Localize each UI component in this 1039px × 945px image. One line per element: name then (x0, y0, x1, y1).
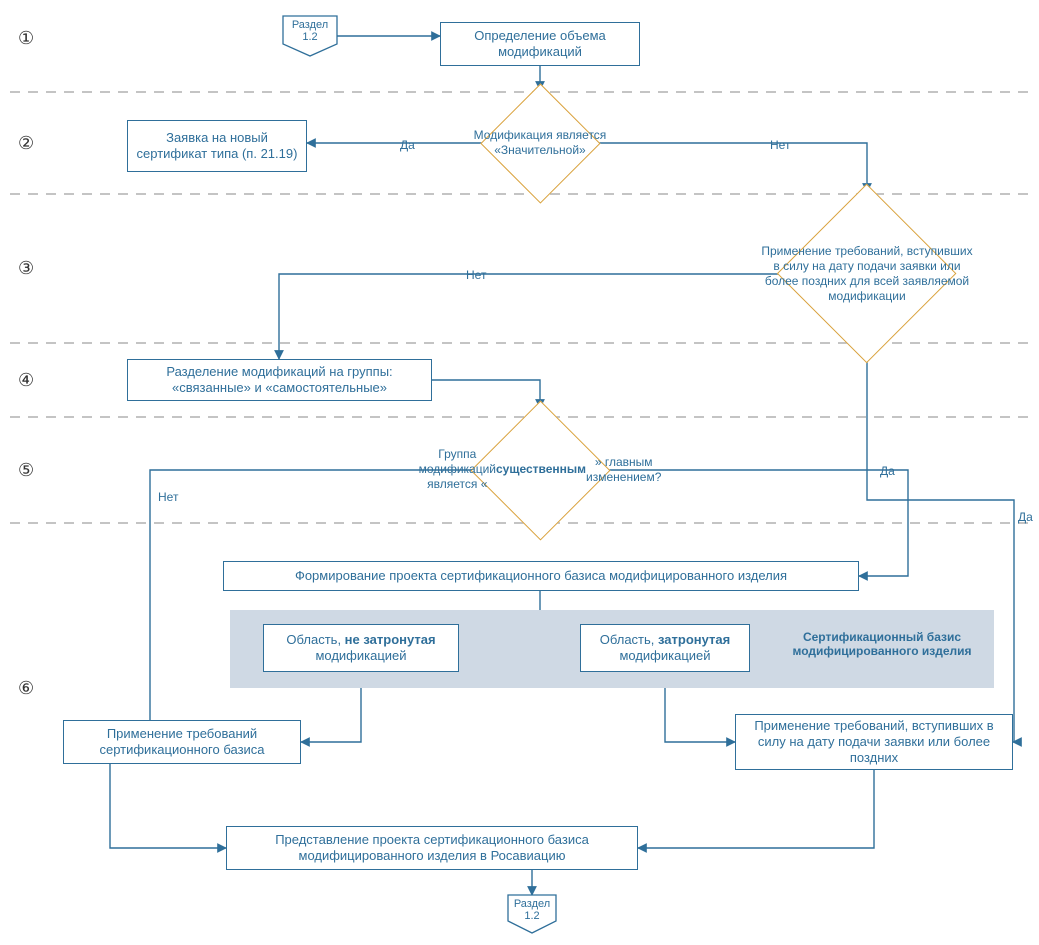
node-tag_top: Раздел1.2 (283, 16, 337, 56)
node-b_apply_basis: Применение требований сертификационного … (63, 720, 301, 764)
cert-basis-panel-label: Сертификационный базис модифицированного… (782, 630, 982, 658)
step-marker: ④ (18, 370, 34, 391)
node-text: Область, затронутая модификацией (589, 632, 741, 665)
step-marker: ② (18, 133, 34, 154)
edge-label: Да (1018, 510, 1033, 524)
node-b_aff: Область, затронутая модификацией (580, 624, 750, 672)
node-d_significant: Модификация является «Значительной» (498, 101, 583, 186)
svg-text:Раздел: Раздел (292, 19, 328, 31)
node-b_form: Формирование проекта сертификационного б… (223, 561, 859, 591)
node-text: Формирование проекта сертификационного б… (295, 568, 787, 584)
node-text: Применение требований сертификационного … (72, 726, 292, 759)
node-text: Применение требований, вступивших в силу… (754, 210, 980, 337)
edge-label: Нет (466, 268, 486, 282)
node-b_submit: Представление проекта сертификационного … (226, 826, 638, 870)
step-marker: ③ (18, 258, 34, 279)
node-d_reqs_all: Применение требований, вступивших в силу… (803, 210, 930, 337)
svg-text:Раздел: Раздел (514, 898, 550, 910)
step-marker: ⑥ (18, 678, 34, 699)
node-text: Применение требований, вступивших в силу… (744, 718, 1004, 767)
step-marker: ① (18, 28, 34, 49)
svg-text:1.2: 1.2 (524, 910, 539, 922)
node-text: Группа модификаций является «существенны… (452, 421, 628, 520)
node-tag_bot: Раздел1.2 (508, 895, 556, 933)
node-b_apply_date: Применение требований, вступивших в силу… (735, 714, 1013, 770)
node-text: Модификация является «Значительной» (465, 101, 616, 186)
node-b_split: Разделение модификаций на группы: «связа… (127, 359, 432, 401)
node-b_scope: Определение объема модификаций (440, 22, 640, 66)
node-text: Представление проекта сертификационного … (235, 832, 629, 865)
step-marker: ⑤ (18, 460, 34, 481)
flowchart-canvas: { "type": "flowchart", "canvas": { "widt… (0, 0, 1039, 945)
node-b_unaff: Область, не затронутая модификацией (263, 624, 459, 672)
node-text: Заявка на новый сертификат типа (п. 21.1… (136, 130, 298, 163)
node-text: Разделение модификаций на группы: «связа… (136, 364, 423, 397)
node-text: Область, не затронутая модификацией (272, 632, 450, 665)
svg-text:1.2: 1.2 (302, 31, 317, 43)
node-text: Определение объема модификаций (449, 28, 631, 61)
edge-label: Нет (158, 490, 178, 504)
edge-label: Да (400, 138, 415, 152)
node-d_group: Группа модификаций является «существенны… (491, 421, 590, 520)
node-b_newcert: Заявка на новый сертификат типа (п. 21.1… (127, 120, 307, 172)
edge-label: Да (880, 464, 895, 478)
edge-label: Нет (770, 138, 790, 152)
